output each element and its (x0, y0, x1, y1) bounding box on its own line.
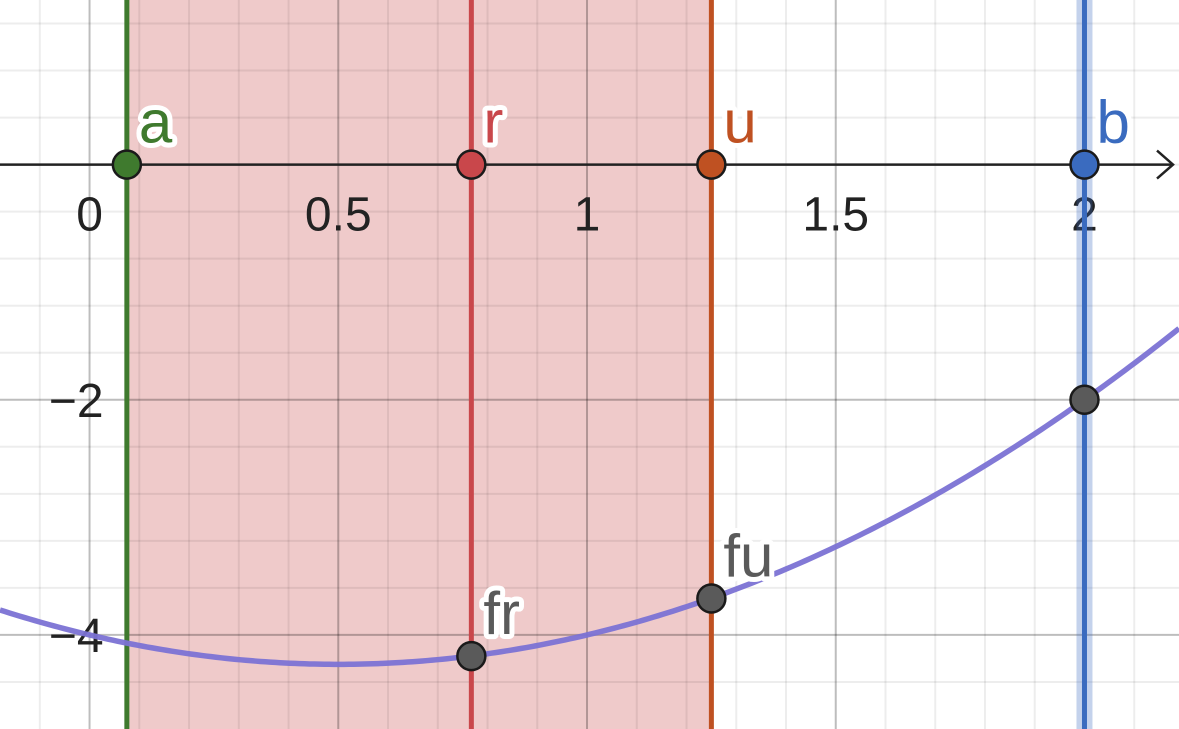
point-label-r: r (483, 89, 503, 156)
point-label-u: u (723, 89, 756, 156)
point-label-fr: fr (483, 580, 520, 647)
point-labels: a r u b fr fu (134, 84, 1135, 652)
point-b[interactable] (1069, 149, 1100, 180)
point-fr[interactable] (456, 640, 487, 672)
point-label-b: b (1096, 89, 1129, 156)
point-r[interactable] (456, 149, 487, 180)
axes (0, 149, 1175, 180)
x-tick-label: 0 (76, 189, 103, 242)
vertical-lines[interactable] (124, 0, 1093, 729)
x-tick-label: 1 (574, 189, 601, 242)
point-b-value[interactable] (1069, 384, 1100, 416)
y-tick-label: −2 (49, 375, 104, 428)
shaded-interval (126, 0, 712, 729)
shaded-interval-layer (126, 0, 712, 729)
function-curve[interactable] (0, 326, 1179, 668)
point-fu[interactable] (696, 583, 727, 614)
point-u[interactable] (696, 149, 727, 180)
points[interactable] (111, 149, 1100, 672)
x-tick-label: 0.5 (305, 189, 372, 242)
curve-layer[interactable] (0, 326, 1179, 668)
point-a[interactable] (111, 149, 143, 180)
point-label-fu: fu (723, 522, 773, 589)
x-tick-label: 1.5 (802, 189, 869, 242)
point-label-a: a (139, 89, 173, 156)
x-axis-arrow-icon (1156, 149, 1175, 180)
